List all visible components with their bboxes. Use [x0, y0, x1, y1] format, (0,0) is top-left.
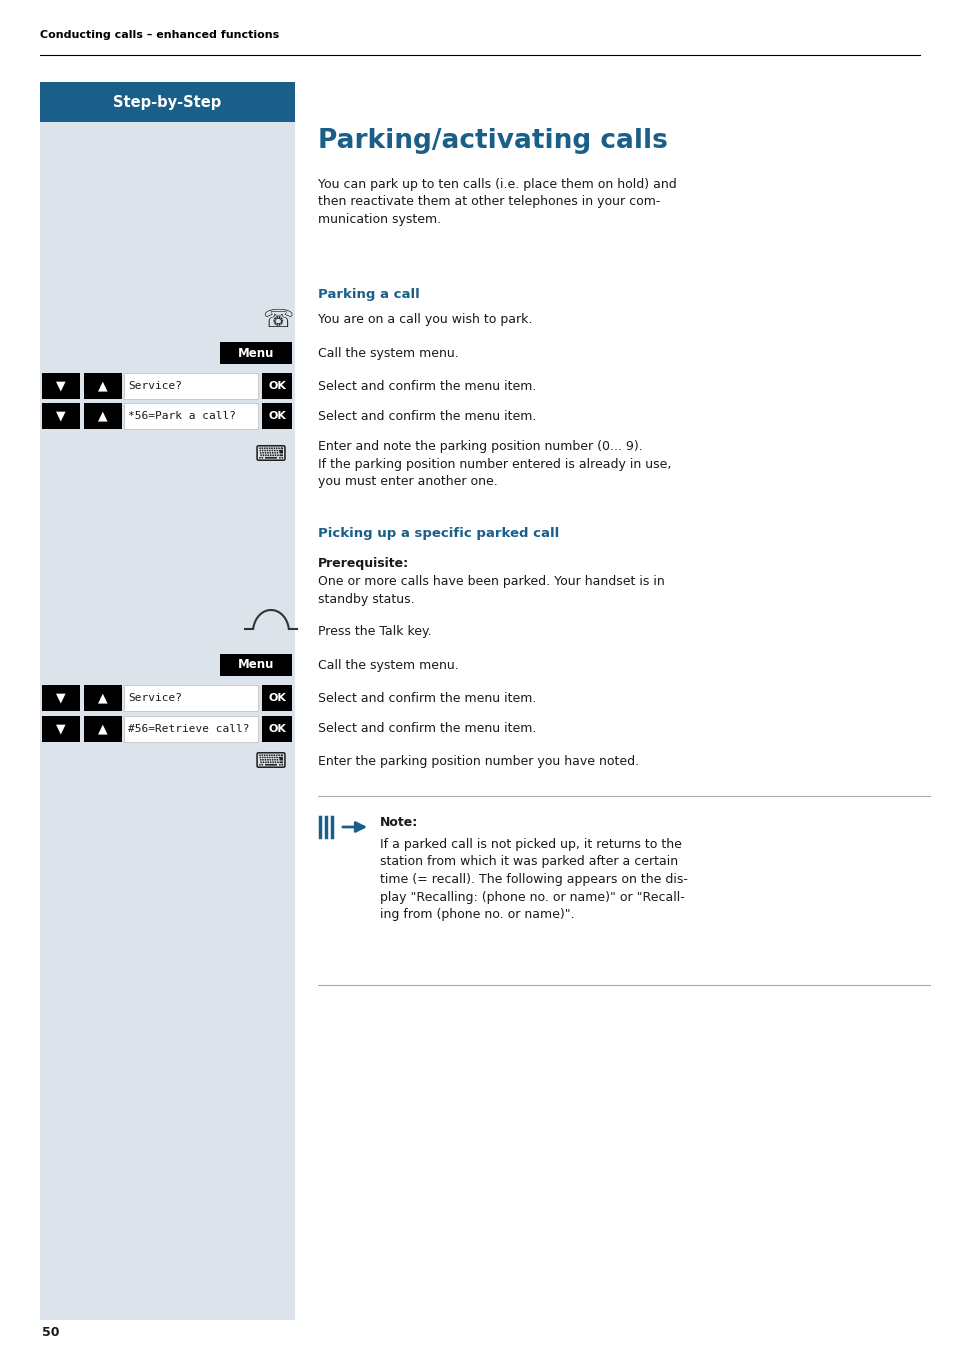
Text: OK: OK [268, 694, 286, 703]
Text: ▲: ▲ [98, 410, 108, 422]
Text: You can park up to ten calls (i.e. place them on hold) and
then reactivate them : You can park up to ten calls (i.e. place… [317, 178, 676, 226]
Text: Call the system menu.: Call the system menu. [317, 658, 458, 672]
Text: Step-by-Step: Step-by-Step [113, 95, 221, 110]
FancyBboxPatch shape [262, 403, 292, 429]
FancyBboxPatch shape [262, 685, 292, 711]
Text: Menu: Menu [237, 658, 274, 672]
Text: #56=Retrieve call?: #56=Retrieve call? [128, 725, 250, 734]
FancyBboxPatch shape [42, 373, 80, 399]
Text: 50: 50 [42, 1326, 59, 1338]
Text: OK: OK [268, 411, 286, 420]
Text: Call the system menu.: Call the system menu. [317, 346, 458, 360]
Text: ▼: ▼ [56, 410, 66, 422]
Text: Service?: Service? [128, 381, 182, 391]
FancyBboxPatch shape [84, 373, 122, 399]
FancyBboxPatch shape [124, 403, 257, 429]
FancyBboxPatch shape [42, 403, 80, 429]
FancyBboxPatch shape [84, 685, 122, 711]
Text: ▼: ▼ [56, 691, 66, 704]
Text: If a parked call is not picked up, it returns to the
station from which it was p: If a parked call is not picked up, it re… [379, 838, 687, 921]
Text: Press the Talk key.: Press the Talk key. [317, 626, 431, 638]
FancyBboxPatch shape [262, 717, 292, 742]
Text: ⌨: ⌨ [254, 445, 287, 465]
Text: Note:: Note: [379, 817, 417, 829]
Text: Enter and note the parking position number (0... 9).
If the parking position num: Enter and note the parking position numb… [317, 439, 671, 488]
Text: Parking/activating calls: Parking/activating calls [317, 128, 667, 154]
FancyBboxPatch shape [220, 342, 292, 364]
FancyBboxPatch shape [42, 717, 80, 742]
Text: One or more calls have been parked. Your handset is in
standby status.: One or more calls have been parked. Your… [317, 575, 664, 606]
FancyBboxPatch shape [124, 685, 257, 711]
Text: Enter the parking position number you have noted.: Enter the parking position number you ha… [317, 756, 639, 768]
FancyBboxPatch shape [84, 717, 122, 742]
Text: Select and confirm the menu item.: Select and confirm the menu item. [317, 722, 536, 735]
Text: Parking a call: Parking a call [317, 288, 419, 301]
FancyBboxPatch shape [220, 654, 292, 676]
FancyBboxPatch shape [84, 403, 122, 429]
Text: You are on a call you wish to park.: You are on a call you wish to park. [317, 314, 532, 326]
Text: Select and confirm the menu item.: Select and confirm the menu item. [317, 410, 536, 422]
FancyBboxPatch shape [124, 373, 257, 399]
FancyBboxPatch shape [40, 122, 294, 1320]
Text: Picking up a specific parked call: Picking up a specific parked call [317, 527, 558, 539]
Text: ▲: ▲ [98, 380, 108, 392]
Text: ▼: ▼ [56, 380, 66, 392]
Text: Conducting calls – enhanced functions: Conducting calls – enhanced functions [40, 30, 279, 41]
Text: ⌨: ⌨ [254, 752, 287, 772]
Text: Menu: Menu [237, 346, 274, 360]
Text: ☏: ☏ [262, 308, 294, 333]
FancyBboxPatch shape [124, 717, 257, 742]
Text: ▲: ▲ [98, 722, 108, 735]
Text: *56=Park a call?: *56=Park a call? [128, 411, 235, 420]
FancyBboxPatch shape [262, 373, 292, 399]
Text: OK: OK [268, 381, 286, 391]
Text: Select and confirm the menu item.: Select and confirm the menu item. [317, 380, 536, 392]
FancyBboxPatch shape [42, 685, 80, 711]
Text: OK: OK [268, 725, 286, 734]
FancyBboxPatch shape [40, 82, 294, 122]
Text: ▼: ▼ [56, 722, 66, 735]
Text: Select and confirm the menu item.: Select and confirm the menu item. [317, 691, 536, 704]
Text: Service?: Service? [128, 694, 182, 703]
Text: ▲: ▲ [98, 691, 108, 704]
Text: Prerequisite:: Prerequisite: [317, 557, 409, 571]
